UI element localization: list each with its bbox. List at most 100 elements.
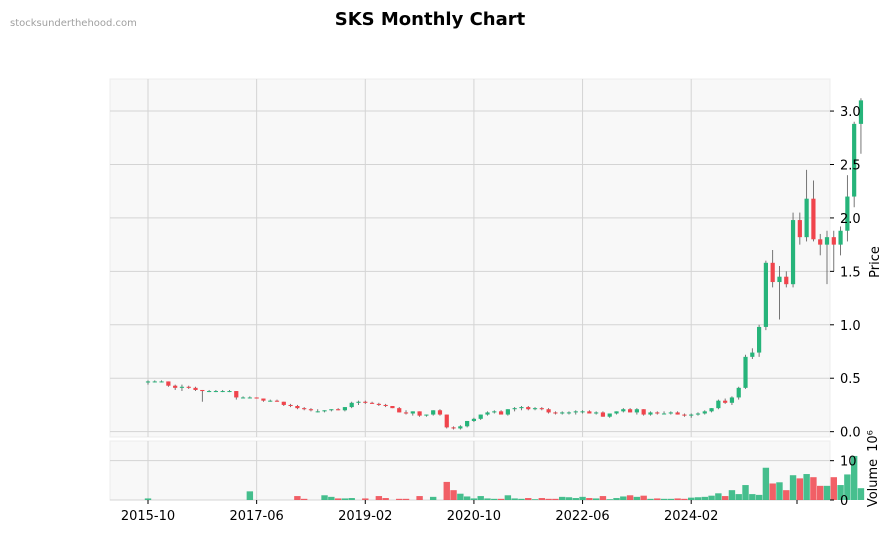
candle-body <box>668 412 673 414</box>
candle-body <box>723 400 728 403</box>
volume-bar <box>681 498 688 500</box>
volume-bar <box>694 497 702 500</box>
price-tick-label: 0.5 <box>840 372 861 387</box>
candle-body <box>607 413 612 417</box>
volume-bar <box>674 498 681 500</box>
candle-body <box>193 387 198 390</box>
volume-multiplier: 10⁶ <box>866 430 881 452</box>
candle-body <box>804 198 809 238</box>
candle-body <box>560 412 565 414</box>
volume-panel <box>109 440 831 501</box>
candle-body <box>329 409 334 411</box>
volume-bar <box>362 498 369 500</box>
volume-bar <box>396 498 403 500</box>
volume-bar <box>667 498 675 500</box>
candle-body <box>736 387 741 398</box>
x-tick-label: 2020-10 <box>447 509 501 524</box>
candle-body <box>661 413 667 415</box>
volume-bar <box>586 498 593 500</box>
volume-bar <box>348 498 355 500</box>
candle-body <box>424 414 429 416</box>
candle-body <box>838 230 843 245</box>
candle-body <box>349 402 354 408</box>
volume-bar <box>776 482 783 500</box>
price-tick-label: 3.0 <box>840 105 861 120</box>
candle-body <box>824 237 830 245</box>
candle-body <box>784 276 789 285</box>
candle-body <box>573 411 578 413</box>
candle-body <box>729 397 735 403</box>
volume-bar <box>762 467 770 500</box>
candle-body <box>200 389 205 392</box>
candle-body <box>458 426 463 429</box>
candle-body <box>594 412 599 414</box>
candle-body <box>763 262 768 327</box>
volume-bar <box>497 498 505 500</box>
candle-body <box>478 414 483 419</box>
volume-bar <box>538 498 546 500</box>
volume-bar <box>769 483 776 500</box>
candle-body <box>376 403 381 405</box>
candle-body <box>254 397 259 399</box>
candle-body <box>492 411 497 413</box>
volume-bar <box>654 498 661 500</box>
candle-body <box>750 352 755 357</box>
candle-body <box>207 391 212 393</box>
volume-bar <box>504 495 512 500</box>
candle-body <box>437 410 443 415</box>
candle-body <box>227 391 232 393</box>
candle-body <box>173 385 178 388</box>
volume-bar <box>545 498 552 500</box>
candle-body <box>797 220 802 238</box>
candle-body <box>240 397 246 399</box>
volume-bar <box>613 498 620 500</box>
volume-bar <box>429 496 437 500</box>
volume-bar <box>857 488 865 500</box>
candle-body <box>689 414 694 416</box>
candle-body <box>308 409 314 411</box>
candle-body <box>315 411 320 413</box>
volume-bar <box>755 494 763 500</box>
volume-bar <box>491 498 498 500</box>
candle-body <box>845 196 850 231</box>
candle-body <box>431 410 436 415</box>
volume-bar <box>592 498 600 500</box>
candle-body <box>390 406 395 409</box>
volume-bar <box>579 496 586 500</box>
volume-bar <box>334 498 342 500</box>
volume-bar <box>715 493 722 500</box>
candle-body <box>369 402 375 404</box>
candle-body <box>512 408 517 410</box>
price-axis: 0.0 0.5 1.0 1.5 2.0 2.5 3.0 <box>830 105 861 441</box>
candles <box>145 98 864 430</box>
candle-body <box>716 400 721 409</box>
volume-bar <box>416 496 423 500</box>
volume-bar <box>443 481 450 500</box>
volume-bar <box>341 498 349 500</box>
volume-bar <box>463 496 471 500</box>
volume-bar <box>742 485 749 500</box>
candle-body <box>770 262 775 283</box>
candle-body <box>268 400 273 402</box>
candle-body <box>274 400 280 402</box>
volume-bar <box>749 494 756 500</box>
x-tick-label: 2017-06 <box>229 509 283 524</box>
candle-body <box>777 276 782 283</box>
volume-bar <box>450 490 457 500</box>
candle-body <box>336 409 341 411</box>
volume-bar <box>558 496 566 500</box>
volume-bar <box>552 498 559 500</box>
volume-bar <box>823 485 831 500</box>
volume-bar <box>640 495 647 500</box>
price-tick-label: 2.5 <box>840 158 861 173</box>
candle-body <box>818 239 823 245</box>
x-tick-label: 2015-10 <box>121 509 175 524</box>
candle-body <box>186 386 191 388</box>
volume-axis: 0 10 <box>830 455 857 509</box>
candle-body <box>587 411 592 414</box>
volume-bar <box>470 498 478 500</box>
candle-body <box>213 391 218 393</box>
candle-body <box>179 386 185 388</box>
volume-bar <box>328 496 335 500</box>
